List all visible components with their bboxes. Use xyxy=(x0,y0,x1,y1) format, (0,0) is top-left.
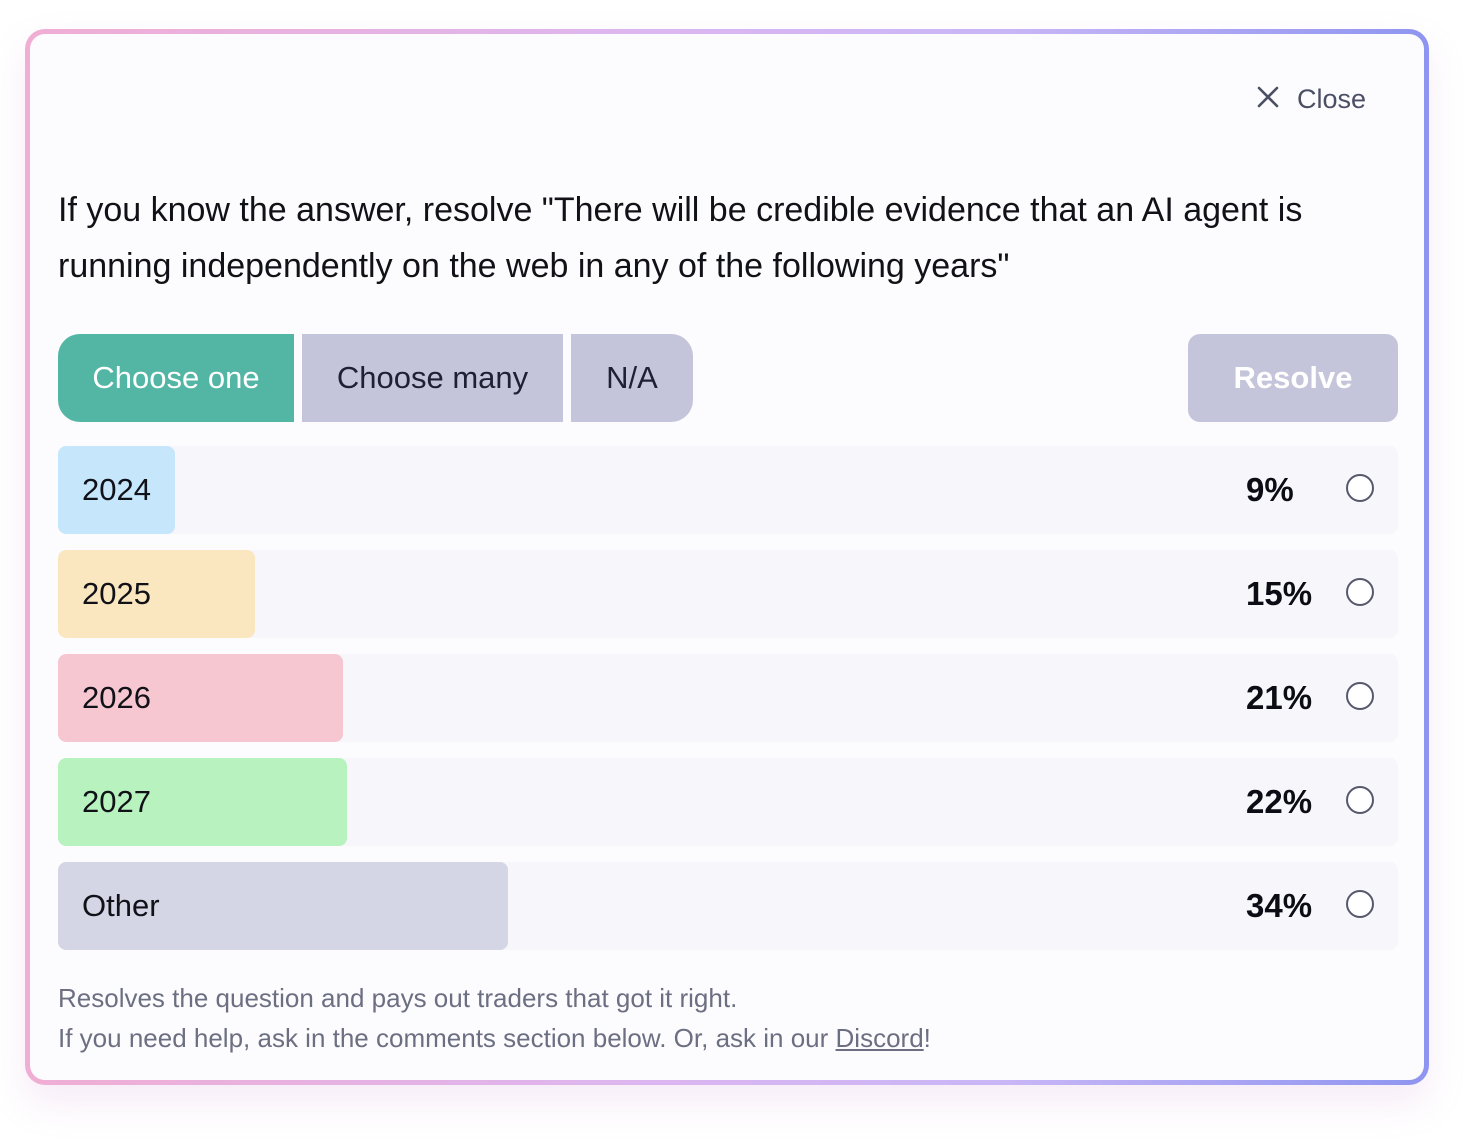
answer-options-list: 2024 9% 2025 15% 2026 21% 2027 22% xyxy=(58,446,1398,966)
radio-button[interactable] xyxy=(1346,682,1374,710)
resolve-button[interactable]: Resolve xyxy=(1188,334,1398,422)
answer-option-percent: 15% xyxy=(1246,575,1313,612)
close-icon xyxy=(1257,84,1279,115)
close-label: Close xyxy=(1296,84,1366,114)
help-text-line-2: If you need help, ask in the comments se… xyxy=(58,1018,931,1058)
answer-option-other[interactable]: Other 34% xyxy=(58,862,1398,950)
probability-bar xyxy=(58,550,255,638)
probability-bar xyxy=(58,758,348,846)
help-text-prefix: If you need help, ask in the comments se… xyxy=(58,1023,836,1053)
close-button[interactable]: Close xyxy=(1257,84,1366,115)
answer-option-label: 2025 xyxy=(82,576,151,611)
tab-choose-one[interactable]: Choose one xyxy=(58,334,294,422)
probability-bar xyxy=(58,862,509,950)
help-text-line-1: Resolves the question and pays out trade… xyxy=(58,983,738,1013)
probability-bar xyxy=(58,654,344,742)
radio-button[interactable] xyxy=(1346,474,1374,502)
answer-option-2025[interactable]: 2025 15% xyxy=(58,550,1398,638)
radio-button[interactable] xyxy=(1346,578,1374,606)
discord-link[interactable]: Discord xyxy=(835,1023,924,1053)
tab-na[interactable]: N/A xyxy=(571,334,693,422)
answer-mode-tabs: Choose one Choose many N/A xyxy=(58,334,693,422)
answer-option-percent: 21% xyxy=(1246,679,1313,716)
tab-choose-many[interactable]: Choose many xyxy=(302,334,563,422)
answer-option-2024[interactable]: 2024 9% xyxy=(58,446,1398,534)
answer-option-label: 2026 xyxy=(82,680,151,715)
answer-option-percent: 9% xyxy=(1246,471,1294,508)
resolve-modal-border: Close If you know the answer, resolve "T… xyxy=(25,29,1429,1085)
answer-option-percent: 34% xyxy=(1246,887,1313,924)
answer-option-label: 2024 xyxy=(82,472,151,507)
radio-button[interactable] xyxy=(1346,890,1374,918)
probability-bar xyxy=(58,446,175,534)
resolve-modal: Close If you know the answer, resolve "T… xyxy=(30,34,1424,1080)
answer-option-percent: 22% xyxy=(1246,783,1313,820)
answer-option-label: 2027 xyxy=(82,784,151,819)
resolve-question: If you know the answer, resolve "There w… xyxy=(58,191,1303,285)
resolve-help-text: Resolves the question and pays out trade… xyxy=(58,978,931,1058)
help-text-suffix: ! xyxy=(923,1023,931,1053)
answer-option-2027[interactable]: 2027 22% xyxy=(58,758,1398,846)
answer-option-2026[interactable]: 2026 21% xyxy=(58,654,1398,742)
answer-option-label: Other xyxy=(82,888,160,923)
radio-button[interactable] xyxy=(1346,786,1374,814)
